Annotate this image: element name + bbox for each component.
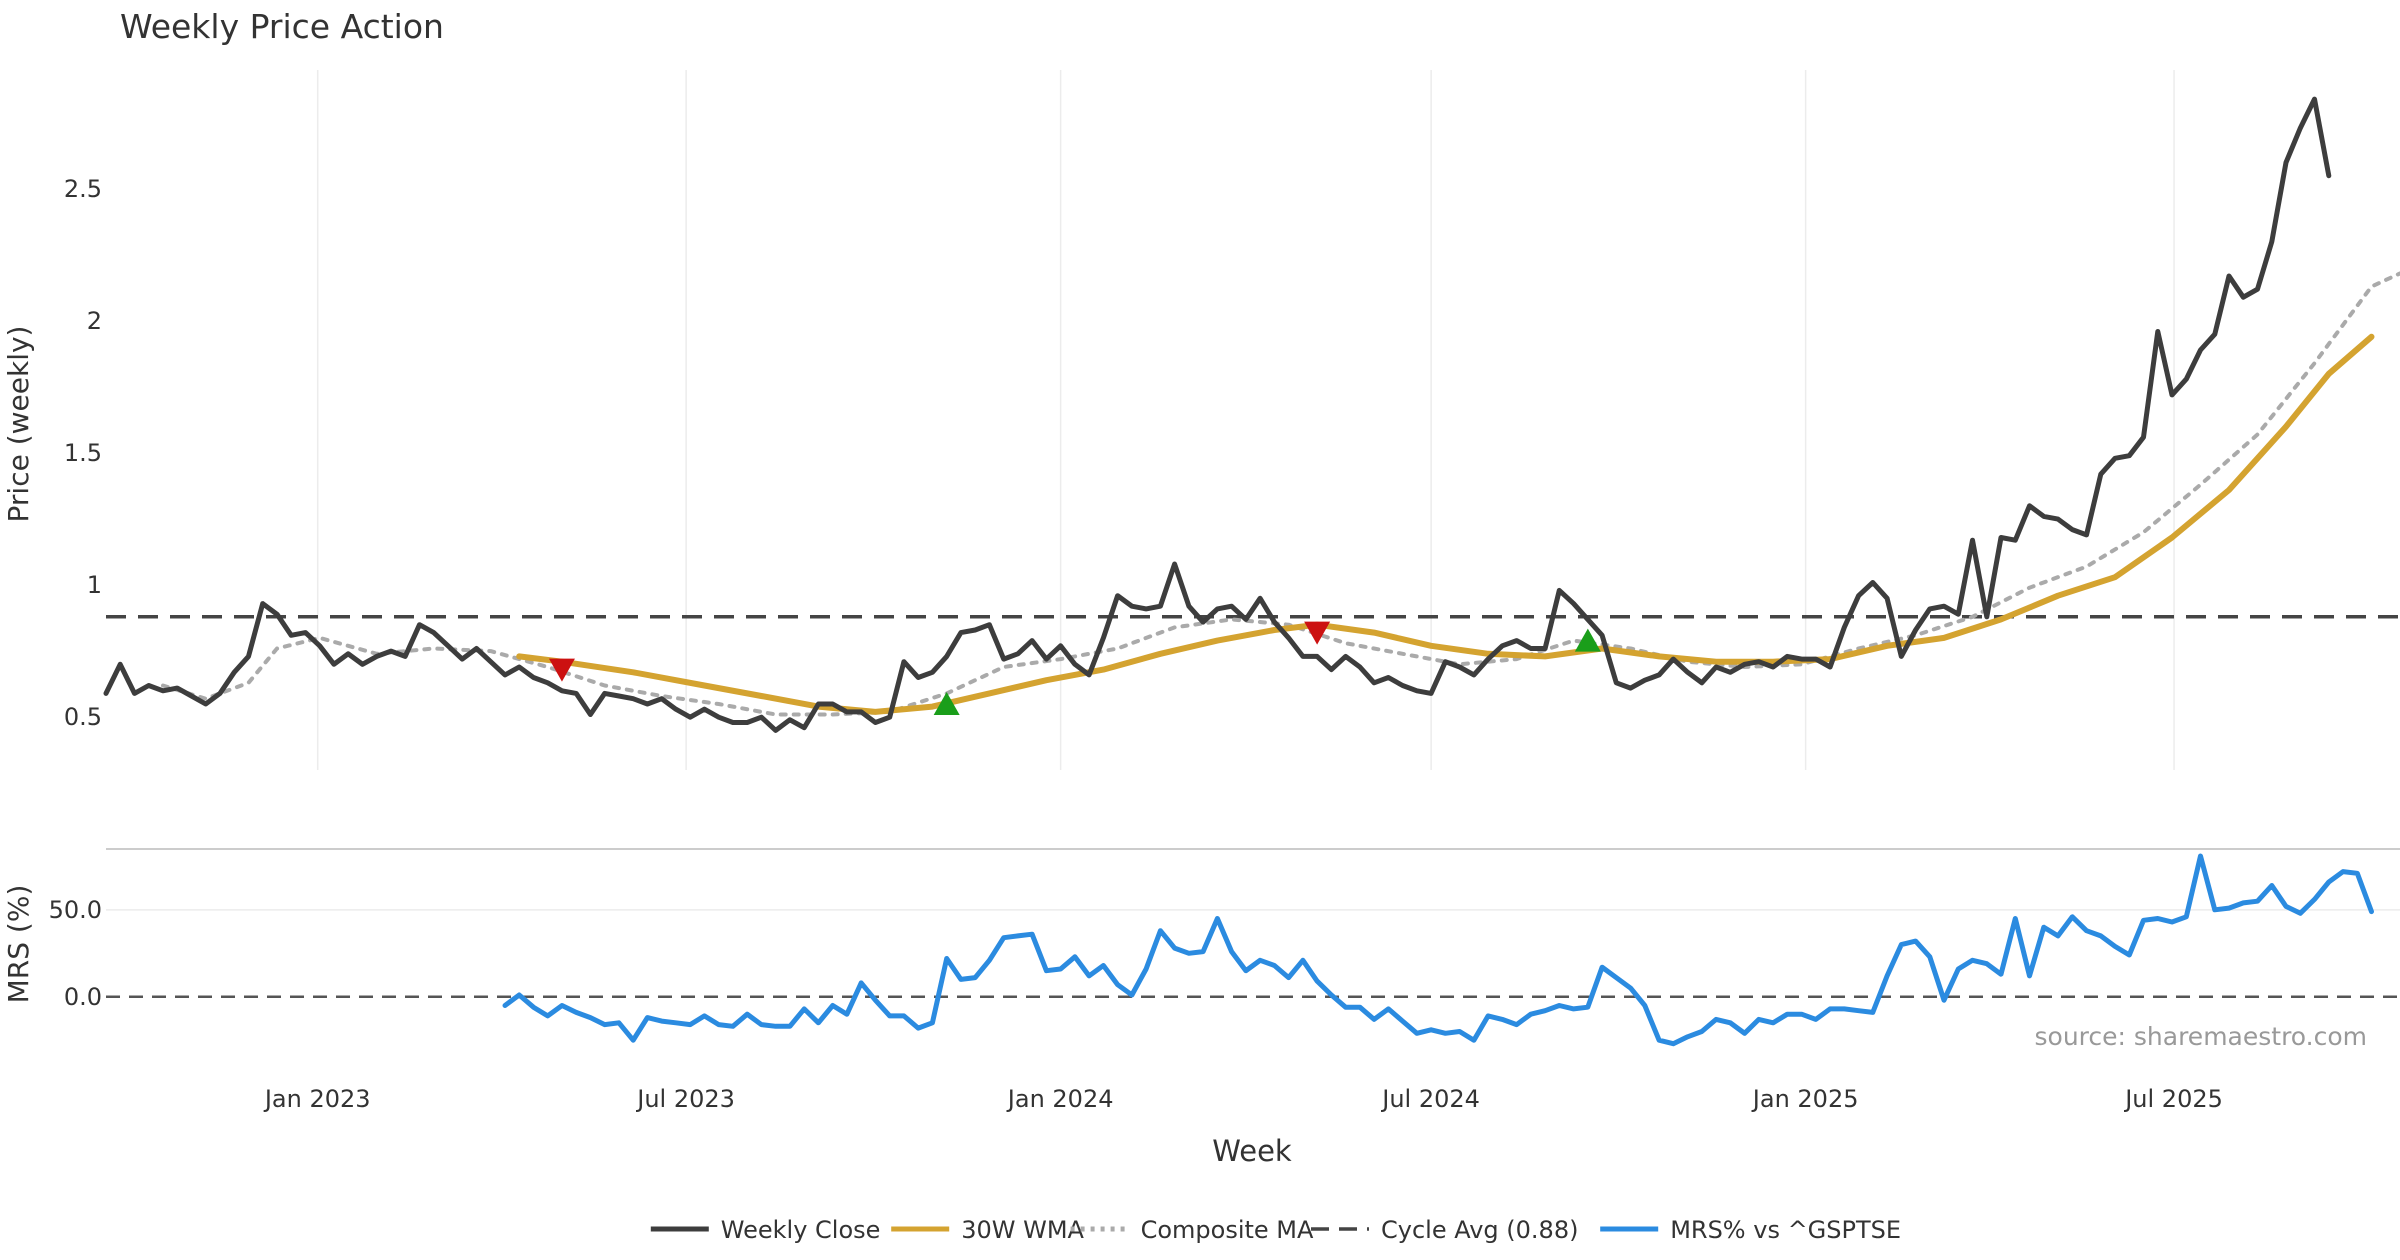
legend-label: Composite MA xyxy=(1141,1216,1314,1244)
x-axis-label: Week xyxy=(1212,1134,1292,1168)
legend-label: Weekly Close xyxy=(721,1216,881,1244)
price-y-tick-label: 0.5 xyxy=(64,703,102,731)
mrs-y-tick-label: 50.0 xyxy=(49,896,102,924)
chart-title: Weekly Price Action xyxy=(120,7,444,46)
legend: Weekly Close 30W WMA Composite MA Cycle Avg… xyxy=(650,1216,1901,1244)
mrs-y-axis: 0.0 50.0 xyxy=(49,896,102,1011)
x-axis: Jan 2023 Jul 2023 Jan 2024 Jul 2024 Jan 2025… xyxy=(263,1085,2223,1113)
buy-signal-marker xyxy=(933,691,960,715)
price-y-axis: 0.5 1 1.5 2 2.5 xyxy=(64,175,102,731)
x-tick-label: Jul 2025 xyxy=(2123,1085,2223,1113)
price-panel xyxy=(103,96,2400,733)
x-tick-label: Jul 2024 xyxy=(1380,1085,1480,1113)
x-tick-label: Jan 2023 xyxy=(263,1085,371,1113)
mrs-y-tick-label: 0.0 xyxy=(64,983,102,1011)
price-y-tick-label: 1.5 xyxy=(64,439,102,467)
legend-label: Cycle Avg (0.88) xyxy=(1381,1216,1578,1244)
x-tick-label: Jan 2024 xyxy=(1006,1085,1114,1113)
sell-signal-marker xyxy=(1304,621,1331,645)
price-y-tick-label: 2.5 xyxy=(64,175,102,203)
wma-30w-line xyxy=(516,333,2375,715)
legend-label: 30W WMA xyxy=(961,1216,1084,1244)
price-y-tick-label: 2 xyxy=(87,307,102,335)
buy-signal-marker xyxy=(1574,628,1601,652)
sell-signal-marker xyxy=(548,658,575,682)
legend-label: MRS% vs ^GSPTSE xyxy=(1670,1216,1901,1244)
price-y-tick-label: 1 xyxy=(87,571,102,599)
composite-ma-line xyxy=(161,271,2400,717)
source-note: source: sharemaestro.com xyxy=(2035,1022,2368,1051)
gridlines xyxy=(316,70,2175,770)
weekly-close-line xyxy=(103,96,2332,733)
x-tick-label: Jan 2025 xyxy=(1751,1085,1859,1113)
price-y-axis-label: Price (weekly) xyxy=(2,326,35,523)
mrs-panel xyxy=(106,853,2400,1047)
mrs-line xyxy=(502,853,2374,1047)
x-tick-label: Jul 2023 xyxy=(635,1085,735,1113)
mrs-y-axis-label: MRS (%) xyxy=(2,885,35,1004)
